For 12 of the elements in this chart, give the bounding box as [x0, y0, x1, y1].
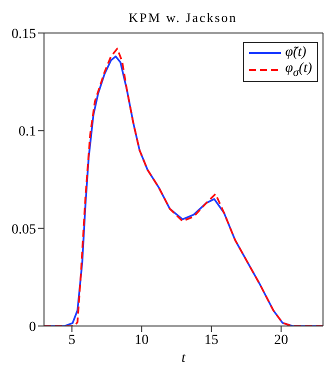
y-tick-label: 0.1 — [18, 124, 36, 140]
x-tick-label: 15 — [204, 332, 218, 348]
x-tick-label: 5 — [68, 332, 76, 348]
chart-title: KPM w. Jackson — [128, 9, 238, 27]
legend-label: φ̃(t) — [285, 45, 306, 61]
y-tick-label: 0 — [29, 320, 36, 335]
legend-label: φ$_{σ}$(t) — [285, 61, 312, 79]
y-tick-label: 0.15 — [12, 26, 36, 42]
x-tick-label: 20 — [274, 332, 288, 348]
x-tick-label: 10 — [134, 332, 149, 348]
y-tick-label: 0.05 — [12, 222, 36, 238]
x-axis-title: t — [182, 351, 187, 366]
